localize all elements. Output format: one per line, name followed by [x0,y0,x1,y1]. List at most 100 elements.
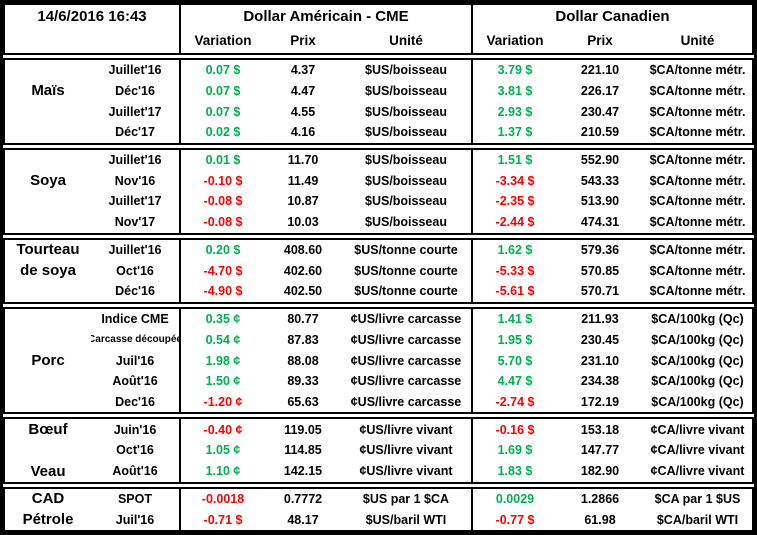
contract-month: Nov'16 [91,170,181,192]
us-unit: $US/tonne courte [341,280,473,302]
us-variation: -0.08 $ [203,194,243,209]
ca-price: 579.36 [580,242,620,257]
commodity-label [5,60,91,81]
ca-price: 211.93 [581,312,619,327]
ca-price: 1.2866 [580,491,620,506]
us-price: 4.37 [290,63,316,78]
us-unit: ¢US/livre carcasse [341,350,473,371]
ca-unit: $CA/tonne métr. [649,263,746,278]
ca-price: 61.98 [584,512,616,527]
table-row: Oct'16 1.05 ¢ 114.85 ¢US/livre vivant 1.… [5,440,752,461]
ca-price: 474.31 [580,215,620,230]
us-variation: 1.98 ¢ [205,353,241,368]
us-variation: -0.10 $ [203,173,243,188]
empty-cell [5,28,181,53]
us-price: 11.70 [287,152,319,167]
us-unit: $US/baril WTI [341,509,473,530]
table-row: Soya Nov'16 -0.10 $ 11.49 $US/boisseau -… [5,170,752,192]
us-unit: $US/boisseau [341,170,473,192]
us-price: 88.08 [287,353,319,368]
cad-unite-header: Unité [680,33,715,49]
timestamp: 14/6/2016 16:43 [5,5,181,29]
ca-price: 226.17 [580,83,620,98]
contract-month: Juillet'17 [91,191,181,212]
table-row: Juillet'17 -0.08 $ 10.87 $US/boisseau -2… [5,191,752,212]
ca-unit: $CA/tonne métr. [649,242,746,257]
commodity-label [5,329,91,350]
ca-variation: 1.41 $ [497,312,533,327]
contract-month: Juil'16 [91,509,181,530]
commodity-label [5,212,91,233]
commodity-label: Maïs [31,82,65,100]
us-variation: -1.20 ¢ [203,395,243,409]
ca-variation: -0.77 $ [495,512,535,527]
ca-variation: 1.51 $ [497,152,533,167]
usd-unite-header: Unité [341,28,473,53]
us-unit: $US/tonne courte [341,260,473,281]
us-unit: $US/boisseau [341,121,473,143]
commodity-label: Tourteau [16,241,80,259]
us-unit: $US/boisseau [341,191,473,212]
ca-unit: $CA par 1 $US [654,491,741,506]
us-variation: 0.02 $ [205,125,241,140]
ca-variation: -2.44 $ [495,215,535,230]
ca-unit: ¢CA/livre vivant [650,464,745,479]
ca-unit: $CA/tonne métr. [649,63,746,78]
table-row: Indice CME 0.35 ¢ 80.77 ¢US/livre carcas… [5,308,752,330]
table-row: CAD SPOT -0.0018 0.7772 $US par 1 $CA 0.… [5,488,752,510]
ca-price: 230.45 [580,332,620,347]
us-price: 402.60 [283,263,323,278]
ca-unit: $CA/tonne métr. [649,83,746,98]
us-unit: $US/boisseau [341,101,473,122]
us-variation: 0.07 $ [205,83,241,98]
commodity-label: CAD [31,490,65,508]
contract-month: Août'16 [91,370,181,392]
us-price: 114.85 [284,443,322,458]
table-header: 14/6/2016 16:43 Dollar Américain - CME D… [3,3,754,55]
contract-month: Déc'17 [91,121,181,143]
contract-month: Juin'16 [91,419,181,441]
ca-variation: -3.34 $ [495,173,535,188]
group-cad-petrole: CAD SPOT -0.0018 0.7772 $US par 1 $CA 0.… [3,486,754,532]
ca-variation: -2.74 $ [495,395,535,409]
table-row: Dec'16 -1.20 ¢ 65.63 ¢US/livre carcasse … [5,391,752,413]
us-unit: ¢US/livre carcasse [341,308,473,330]
ca-unit: $CA/tonne métr. [649,152,746,167]
header-columns-row: Variation Prix Unité Variation Prix Unit… [5,28,752,53]
us-variation: -0.08 $ [203,215,243,230]
us-variation: -0.40 ¢ [203,422,243,437]
ca-price: 513.90 [580,194,620,209]
ca-price: 231.10 [580,353,620,368]
usd-prix-header: Prix [290,33,316,49]
header-title-row: 14/6/2016 16:43 Dollar Américain - CME D… [5,5,752,29]
ca-unit: $CA/100kg (Qc) [651,395,744,409]
table-row: Porc Juil'16 1.98 ¢ 88.08 ¢US/livre carc… [5,350,752,371]
ca-price: 210.59 [580,125,620,140]
usd-variation-header: Variation [194,33,252,49]
ca-variation: 1.62 $ [497,242,533,257]
ca-unit: $CA/tonne métr. [649,284,746,299]
commodity-label [5,440,91,461]
contract-month: Déc'16 [91,280,181,302]
ca-price: 570.85 [580,263,620,278]
ca-unit: $CA/tonne métr. [649,173,746,188]
ca-unit: $CA/tonne métr. [649,125,746,140]
us-variation: 0.01 $ [205,152,241,167]
commodity-label: Porc [31,352,65,370]
contract-month: Oct'16 [91,260,181,281]
contract-month: Juillet'16 [91,59,181,81]
us-price: 10.87 [287,194,319,209]
us-price: 87.83 [287,332,319,347]
us-price: 4.47 [290,83,316,98]
cad-prix-header: Prix [587,33,613,49]
contract-month: Juillet'16 [91,239,181,261]
table-row: Tourteau Juillet'16 0.20 $ 408.60 $US/to… [5,239,752,261]
table-row: Pétrole Juil'16 -0.71 $ 48.17 $US/baril … [5,509,752,530]
contract-month: Indice CME [91,308,181,330]
us-unit: ¢US/livre vivant [341,460,473,482]
group-soya: Juillet'16 0.01 $ 11.70 $US/boisseau 1.5… [3,147,754,235]
us-unit: ¢US/livre carcasse [341,391,473,413]
group-mais: Juillet'16 0.07 $ 4.37 $US/boisseau 3.79… [3,57,754,145]
ca-unit: $CA/tonne métr. [649,215,746,230]
